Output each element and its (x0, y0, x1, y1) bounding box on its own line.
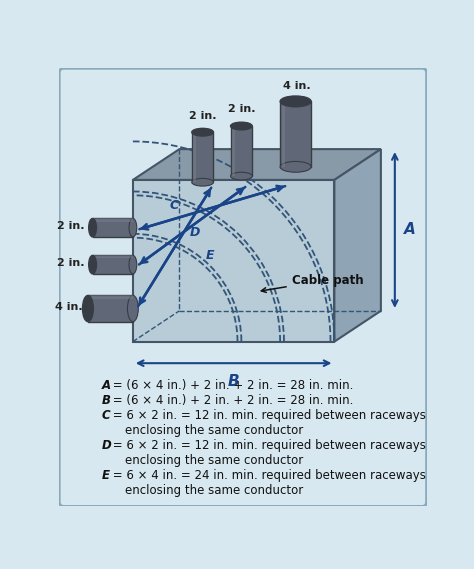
Ellipse shape (280, 162, 311, 172)
Ellipse shape (230, 172, 252, 180)
Text: D: D (190, 226, 200, 239)
Text: 2 in.: 2 in. (228, 105, 255, 114)
Ellipse shape (280, 96, 311, 107)
Text: 4 in.: 4 in. (55, 302, 82, 312)
Polygon shape (92, 218, 133, 237)
Text: enclosing the same conductor: enclosing the same conductor (125, 453, 303, 467)
Text: 2 in.: 2 in. (56, 221, 84, 231)
Text: Cable path: Cable path (261, 274, 364, 292)
Text: enclosing the same conductor: enclosing the same conductor (125, 484, 303, 497)
Ellipse shape (192, 179, 213, 186)
Ellipse shape (128, 295, 138, 321)
Text: = 6 × 2 in. = 12 in. min. required between raceways: = 6 × 2 in. = 12 in. min. required betwe… (109, 439, 426, 452)
Polygon shape (192, 132, 213, 182)
Ellipse shape (129, 255, 137, 274)
Text: = (6 × 4 in.) + 2 in. + 2 in. = 28 in. min.: = (6 × 4 in.) + 2 in. + 2 in. = 28 in. m… (109, 394, 353, 407)
Text: D: D (102, 439, 111, 452)
Text: 4 in.: 4 in. (283, 81, 311, 92)
Text: B: B (102, 394, 111, 407)
Text: = 6 × 2 in. = 12 in. min. required between raceways: = 6 × 2 in. = 12 in. min. required betwe… (109, 409, 426, 422)
FancyBboxPatch shape (59, 68, 427, 506)
Text: C: C (169, 199, 179, 212)
Text: 2 in.: 2 in. (56, 258, 84, 268)
Ellipse shape (129, 218, 137, 237)
Text: A: A (102, 378, 111, 391)
Polygon shape (92, 255, 133, 274)
Text: = 6 × 4 in. = 24 in. min. required between raceways: = 6 × 4 in. = 24 in. min. required betwe… (109, 469, 426, 482)
Text: E: E (102, 469, 110, 482)
Polygon shape (193, 132, 196, 182)
Text: A: A (404, 222, 416, 237)
Text: B: B (228, 374, 239, 389)
Polygon shape (282, 101, 285, 167)
Text: C: C (102, 409, 110, 422)
Polygon shape (133, 149, 381, 180)
Ellipse shape (192, 129, 213, 136)
Ellipse shape (230, 122, 252, 130)
Polygon shape (230, 126, 252, 176)
Text: = (6 × 4 in.) + 2 in. + 2 in. = 28 in. min.: = (6 × 4 in.) + 2 in. + 2 in. = 28 in. m… (109, 378, 353, 391)
Ellipse shape (89, 218, 96, 237)
Text: 2 in.: 2 in. (189, 110, 216, 121)
Polygon shape (88, 295, 133, 321)
Ellipse shape (89, 255, 96, 274)
Polygon shape (133, 180, 334, 341)
Text: E: E (206, 249, 215, 262)
Polygon shape (334, 149, 381, 341)
Text: enclosing the same conductor: enclosing the same conductor (125, 424, 303, 436)
Polygon shape (92, 218, 133, 221)
Polygon shape (88, 295, 133, 299)
Ellipse shape (82, 295, 93, 321)
Polygon shape (280, 101, 311, 167)
Polygon shape (232, 126, 235, 176)
Polygon shape (92, 255, 133, 258)
